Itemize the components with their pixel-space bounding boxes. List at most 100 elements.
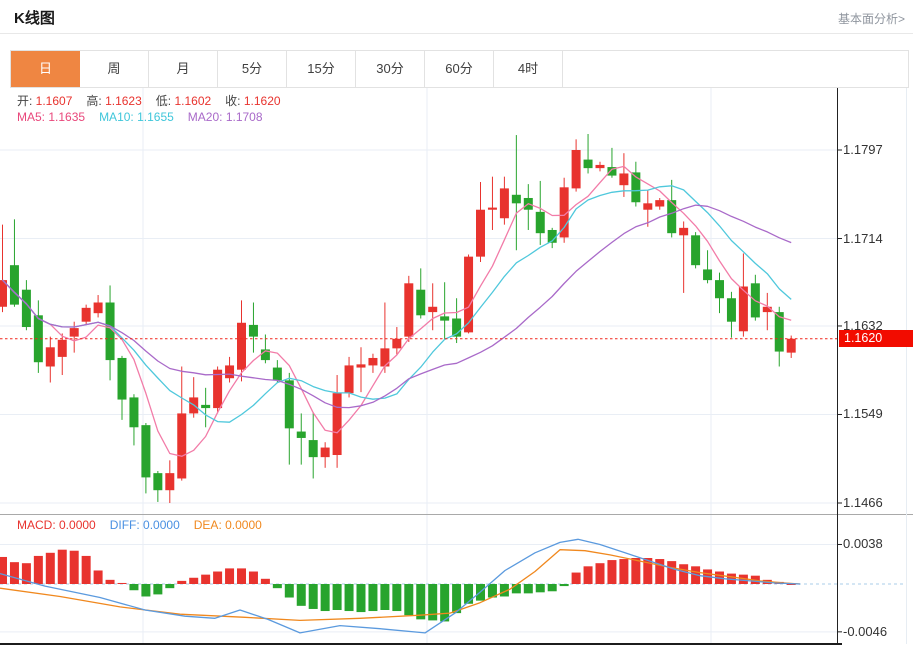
candle bbox=[129, 397, 139, 428]
tab-timeframe-0[interactable]: 日 bbox=[11, 51, 80, 87]
candle bbox=[571, 150, 581, 189]
macd-bar bbox=[487, 584, 497, 598]
macd-bar bbox=[571, 572, 581, 584]
macd-bar bbox=[117, 582, 127, 584]
macd-bar bbox=[284, 584, 294, 598]
info-value-1: 1.1655 bbox=[133, 110, 174, 124]
candle bbox=[726, 298, 736, 322]
macd-bar bbox=[320, 584, 330, 612]
candle bbox=[69, 328, 79, 337]
macd-bar bbox=[93, 570, 103, 584]
macd-bar bbox=[237, 568, 246, 584]
info-value-1: 0.0000 bbox=[139, 518, 180, 532]
ohlc-info-row: 开: 1.1607 高: 1.1623 低: 1.1602 收: 1.1620 bbox=[17, 92, 295, 109]
macd-axis-label: -0.0046 bbox=[843, 623, 888, 639]
macd-bar bbox=[344, 584, 354, 612]
candle bbox=[786, 338, 796, 353]
macd-bar bbox=[452, 584, 462, 614]
candle bbox=[308, 440, 318, 458]
candle bbox=[344, 365, 354, 394]
info-value-0: 1.1635 bbox=[45, 110, 86, 124]
candle bbox=[499, 188, 509, 219]
candle bbox=[380, 348, 390, 367]
candle bbox=[607, 167, 617, 176]
candle bbox=[619, 173, 629, 186]
candle bbox=[57, 339, 67, 357]
macd-axis-label: 0.0038 bbox=[843, 536, 883, 552]
price-axis-label: 1.1549 bbox=[843, 406, 883, 422]
macd-bar bbox=[655, 559, 665, 584]
info-label-2: 低: bbox=[155, 94, 172, 108]
tab-timeframe-7[interactable]: 4时 bbox=[494, 51, 563, 87]
macd-bar bbox=[523, 584, 533, 594]
candle bbox=[452, 318, 462, 337]
candle bbox=[153, 473, 163, 491]
candle bbox=[404, 283, 414, 337]
macd-bar bbox=[643, 558, 653, 584]
candle bbox=[416, 289, 426, 316]
info-label-0: MACD: bbox=[17, 518, 56, 532]
candle bbox=[213, 369, 223, 409]
candle bbox=[440, 316, 450, 321]
candle bbox=[476, 209, 485, 257]
macd-bar bbox=[225, 568, 235, 584]
tab-timeframe-3[interactable]: 5分 bbox=[218, 51, 287, 87]
macd-bar bbox=[21, 563, 31, 584]
macd-bar bbox=[213, 571, 223, 584]
macd-bar bbox=[392, 584, 402, 612]
macd-bar bbox=[559, 584, 569, 587]
macd-bar bbox=[511, 584, 521, 594]
macd-bar bbox=[428, 584, 438, 621]
candle bbox=[428, 306, 438, 313]
candle bbox=[631, 172, 641, 203]
info-label-0: MA5: bbox=[17, 110, 46, 124]
macd-bar bbox=[201, 574, 211, 584]
candle bbox=[511, 194, 521, 204]
price-axis-label: 1.1466 bbox=[843, 495, 883, 510]
candle bbox=[177, 413, 187, 479]
macd-bar bbox=[33, 555, 43, 584]
candle bbox=[117, 357, 127, 400]
macd-bar bbox=[440, 584, 450, 622]
candle bbox=[559, 187, 569, 238]
macd-bar bbox=[308, 584, 318, 609]
macd-bar bbox=[260, 578, 270, 584]
macd-bar bbox=[547, 584, 557, 592]
macd-bar bbox=[189, 577, 199, 584]
candle bbox=[762, 306, 772, 313]
candle bbox=[105, 302, 115, 361]
candle bbox=[464, 256, 474, 333]
macd-bar bbox=[356, 584, 366, 613]
tab-timeframe-4[interactable]: 15分 bbox=[287, 51, 356, 87]
tab-timeframe-5[interactable]: 30分 bbox=[356, 51, 425, 87]
candle bbox=[356, 364, 366, 368]
info-label-0: 开: bbox=[17, 94, 33, 108]
macd-bar bbox=[667, 561, 677, 584]
fundamental-analysis-link[interactable]: 基本面分析> bbox=[837, 12, 905, 26]
macd-bar bbox=[786, 584, 796, 585]
candle bbox=[320, 447, 330, 458]
macd-bar bbox=[368, 584, 378, 612]
tab-timeframe-6[interactable]: 60分 bbox=[425, 51, 494, 87]
candle bbox=[679, 227, 689, 236]
tab-timeframe-2[interactable]: 月 bbox=[149, 51, 218, 87]
macd-bar bbox=[0, 556, 7, 584]
macd-bar bbox=[738, 574, 748, 584]
candle bbox=[0, 280, 7, 307]
candle bbox=[81, 307, 91, 322]
tab-timeframe-1[interactable]: 周 bbox=[80, 51, 149, 87]
candle bbox=[21, 289, 31, 328]
candle bbox=[715, 280, 724, 299]
macd-bar bbox=[57, 549, 67, 584]
info-label-2: MA20: bbox=[187, 110, 223, 124]
macd-bar bbox=[416, 584, 426, 620]
macd-bar bbox=[272, 584, 282, 589]
candle bbox=[237, 322, 246, 370]
candle bbox=[272, 367, 282, 381]
candle bbox=[225, 365, 235, 379]
macd-bar bbox=[81, 555, 91, 584]
info-label-1: MA10: bbox=[99, 110, 134, 124]
candle bbox=[33, 315, 43, 363]
